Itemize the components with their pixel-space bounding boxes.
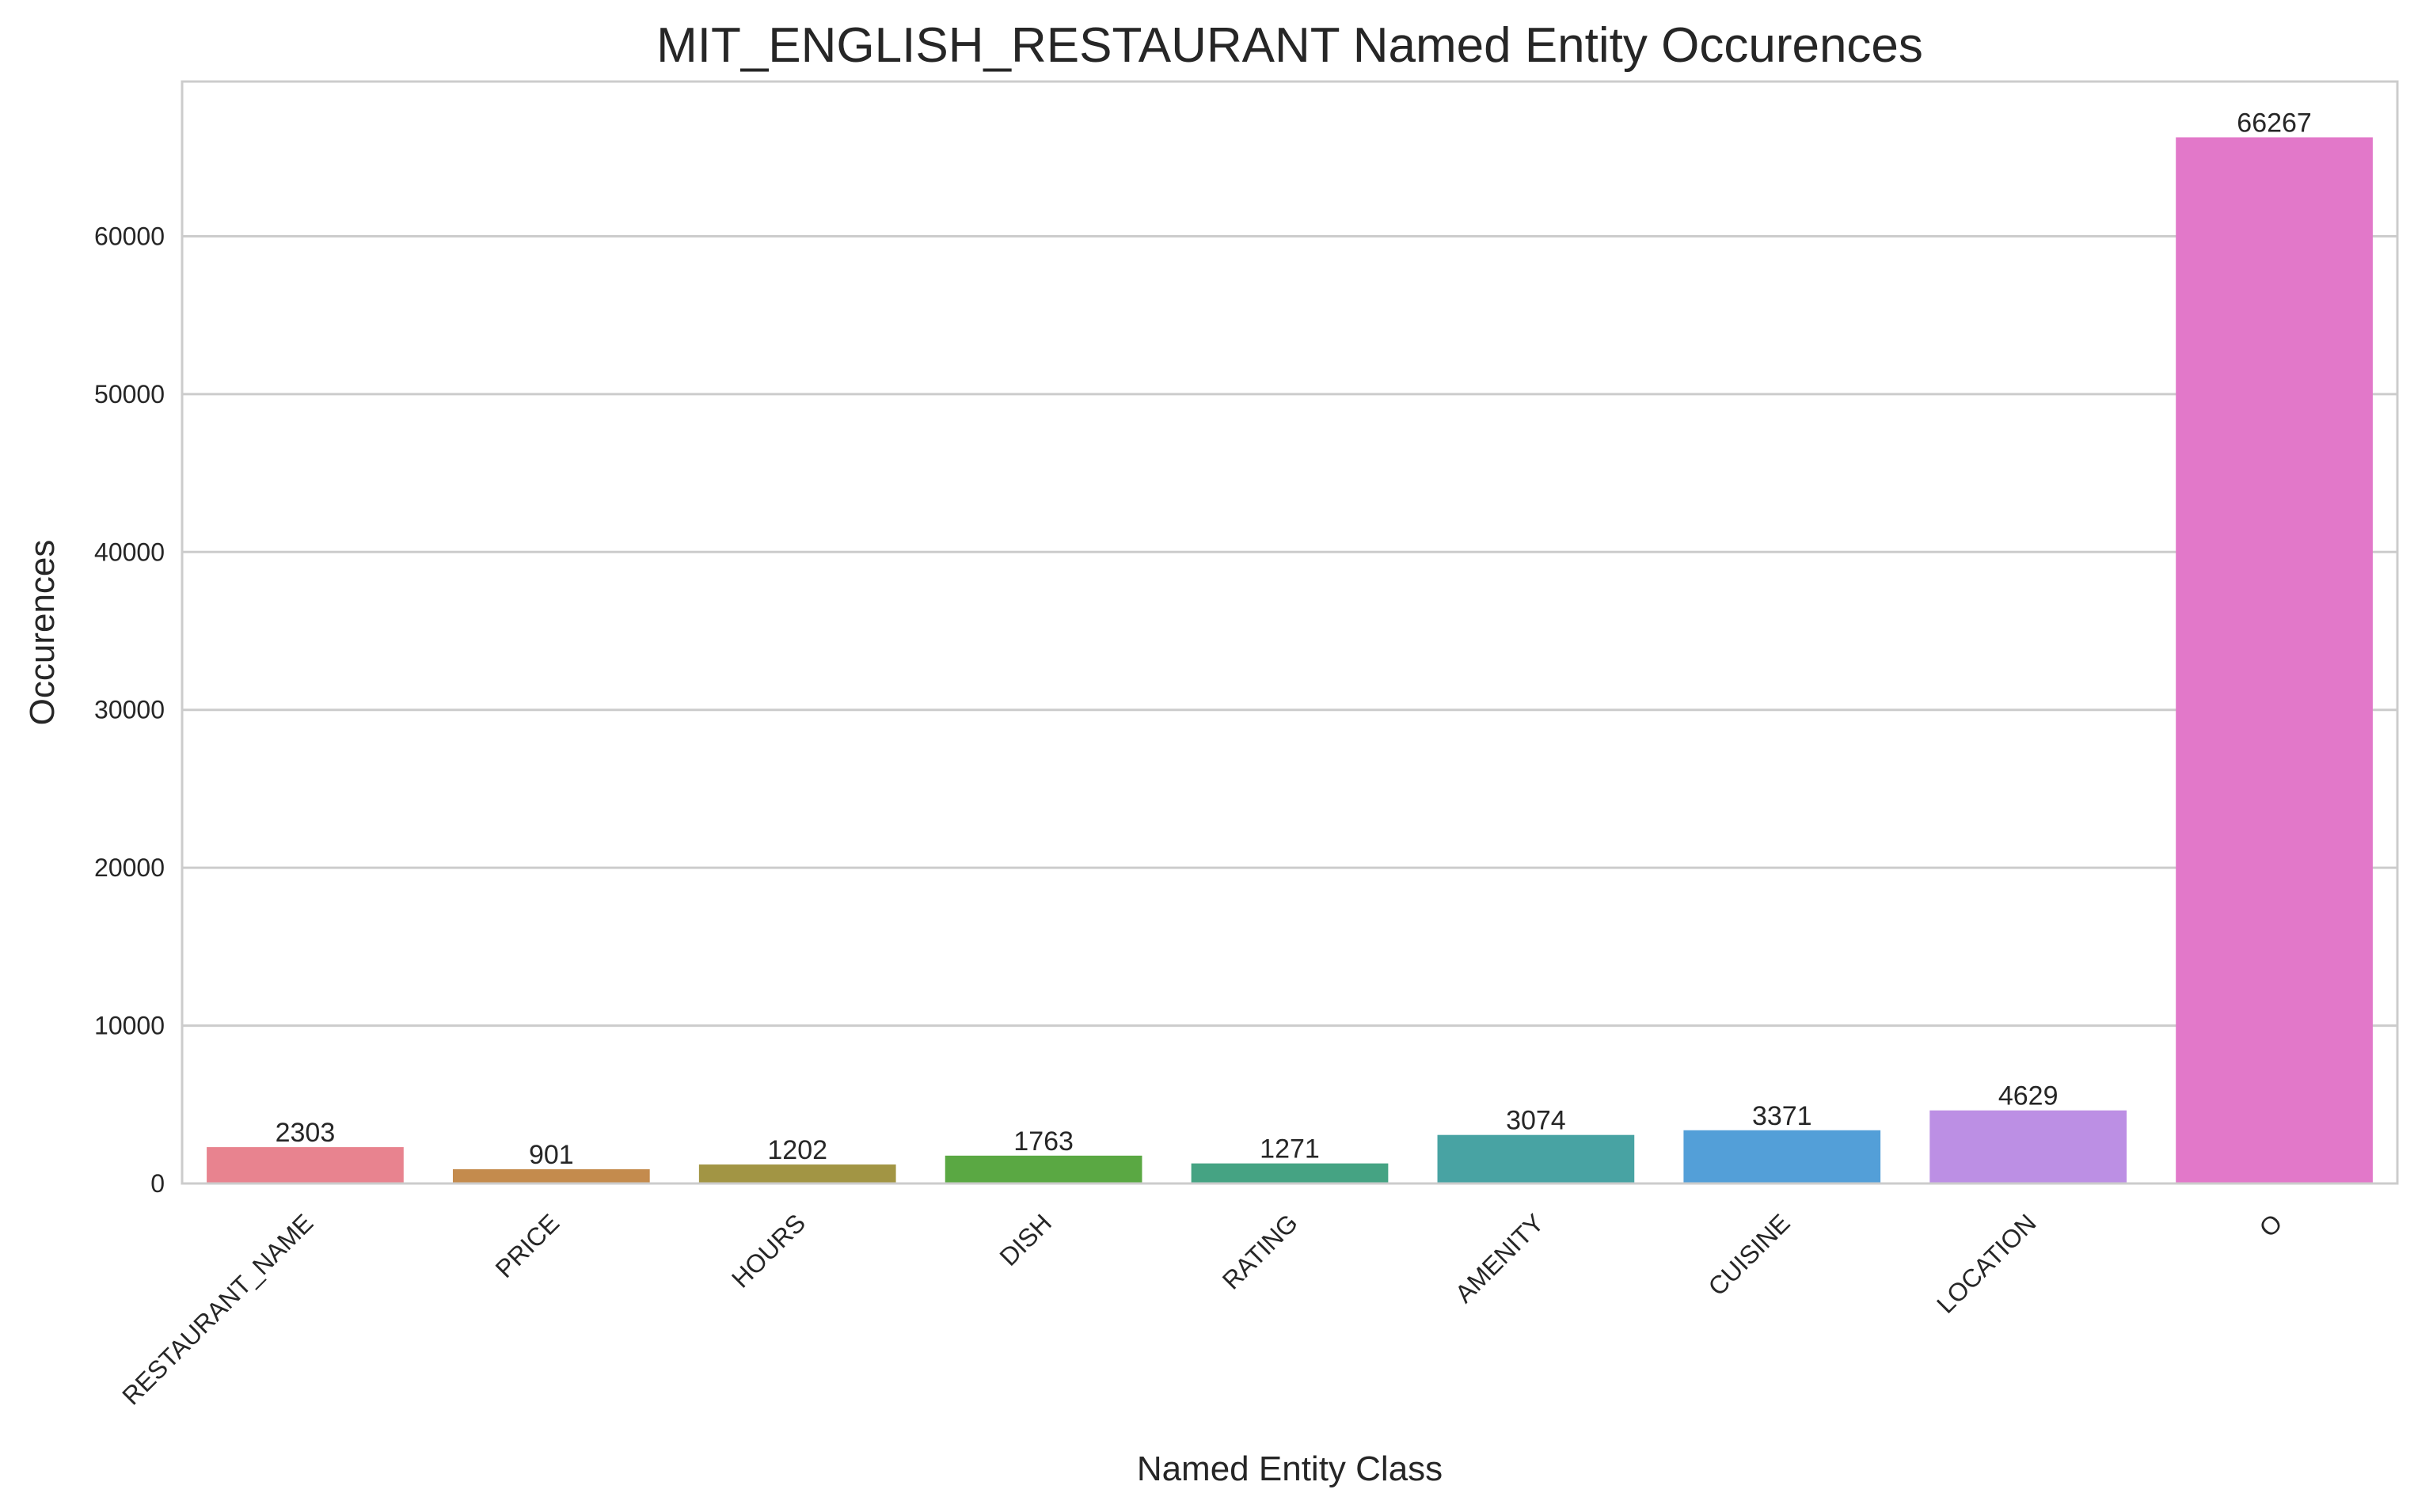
- bars: [207, 137, 2373, 1184]
- bar-cuisine: [1683, 1130, 1881, 1183]
- x-tick-label: DISH: [994, 1208, 1058, 1271]
- y-tick-label: 30000: [94, 696, 165, 724]
- y-axis-label: Occurences: [23, 540, 62, 726]
- data-label: 4629: [1998, 1081, 2059, 1111]
- data-label: 3371: [1752, 1101, 1812, 1131]
- bar-o: [2176, 137, 2373, 1184]
- bar-location: [1929, 1110, 2127, 1183]
- data-label: 1271: [1260, 1134, 1320, 1164]
- data-label: 2303: [276, 1118, 336, 1148]
- x-axis-ticks: RESTAURANT_NAME PRICE HOURS DISH RATING AMENI…: [116, 1208, 2287, 1410]
- x-tick-label: RESTAURANT_NAME: [116, 1208, 318, 1410]
- x-tick-label: LOCATION: [1931, 1208, 2041, 1318]
- y-tick-label: 40000: [94, 538, 165, 566]
- data-label: 3074: [1506, 1106, 1566, 1136]
- y-tick-label: 0: [150, 1169, 165, 1198]
- y-tick-label: 10000: [94, 1012, 165, 1040]
- x-tick-label: RATING: [1217, 1208, 1303, 1294]
- y-tick-label: 60000: [94, 222, 165, 250]
- y-axis-ticks: 0 10000 20000 30000 40000 50000 60000: [94, 222, 165, 1198]
- bar-dish: [945, 1155, 1142, 1183]
- x-tick-label: CUISINE: [1702, 1208, 1795, 1301]
- bar-rating: [1191, 1163, 1389, 1183]
- x-tick-label: HOURS: [726, 1208, 811, 1293]
- x-tick-label: AMENITY: [1450, 1208, 1549, 1308]
- bar-hours: [698, 1164, 896, 1183]
- grid-lines: [182, 234, 2397, 1028]
- x-axis-label: Named Entity Class: [1137, 1449, 1443, 1488]
- y-tick-label: 20000: [94, 853, 165, 882]
- x-tick-label: O: [2253, 1208, 2287, 1242]
- x-tick-label: PRICE: [490, 1208, 565, 1283]
- y-tick-label: 50000: [94, 380, 165, 408]
- data-label: 901: [529, 1140, 574, 1170]
- bar-price: [452, 1169, 650, 1183]
- bar-amenity: [1437, 1134, 1635, 1183]
- data-label: 1202: [767, 1135, 827, 1165]
- chart-title: MIT_ENGLISH_RESTAURANT Named Entity Occu…: [656, 18, 1923, 73]
- plot-frame: [181, 80, 2399, 1185]
- data-labels: 2303 901 1202 1763 1271 3074 3371 4629 66267: [276, 108, 2312, 1170]
- data-label: 1763: [1013, 1126, 1074, 1157]
- data-label: 66267: [2237, 108, 2312, 138]
- bar-restaurant-name: [207, 1147, 404, 1183]
